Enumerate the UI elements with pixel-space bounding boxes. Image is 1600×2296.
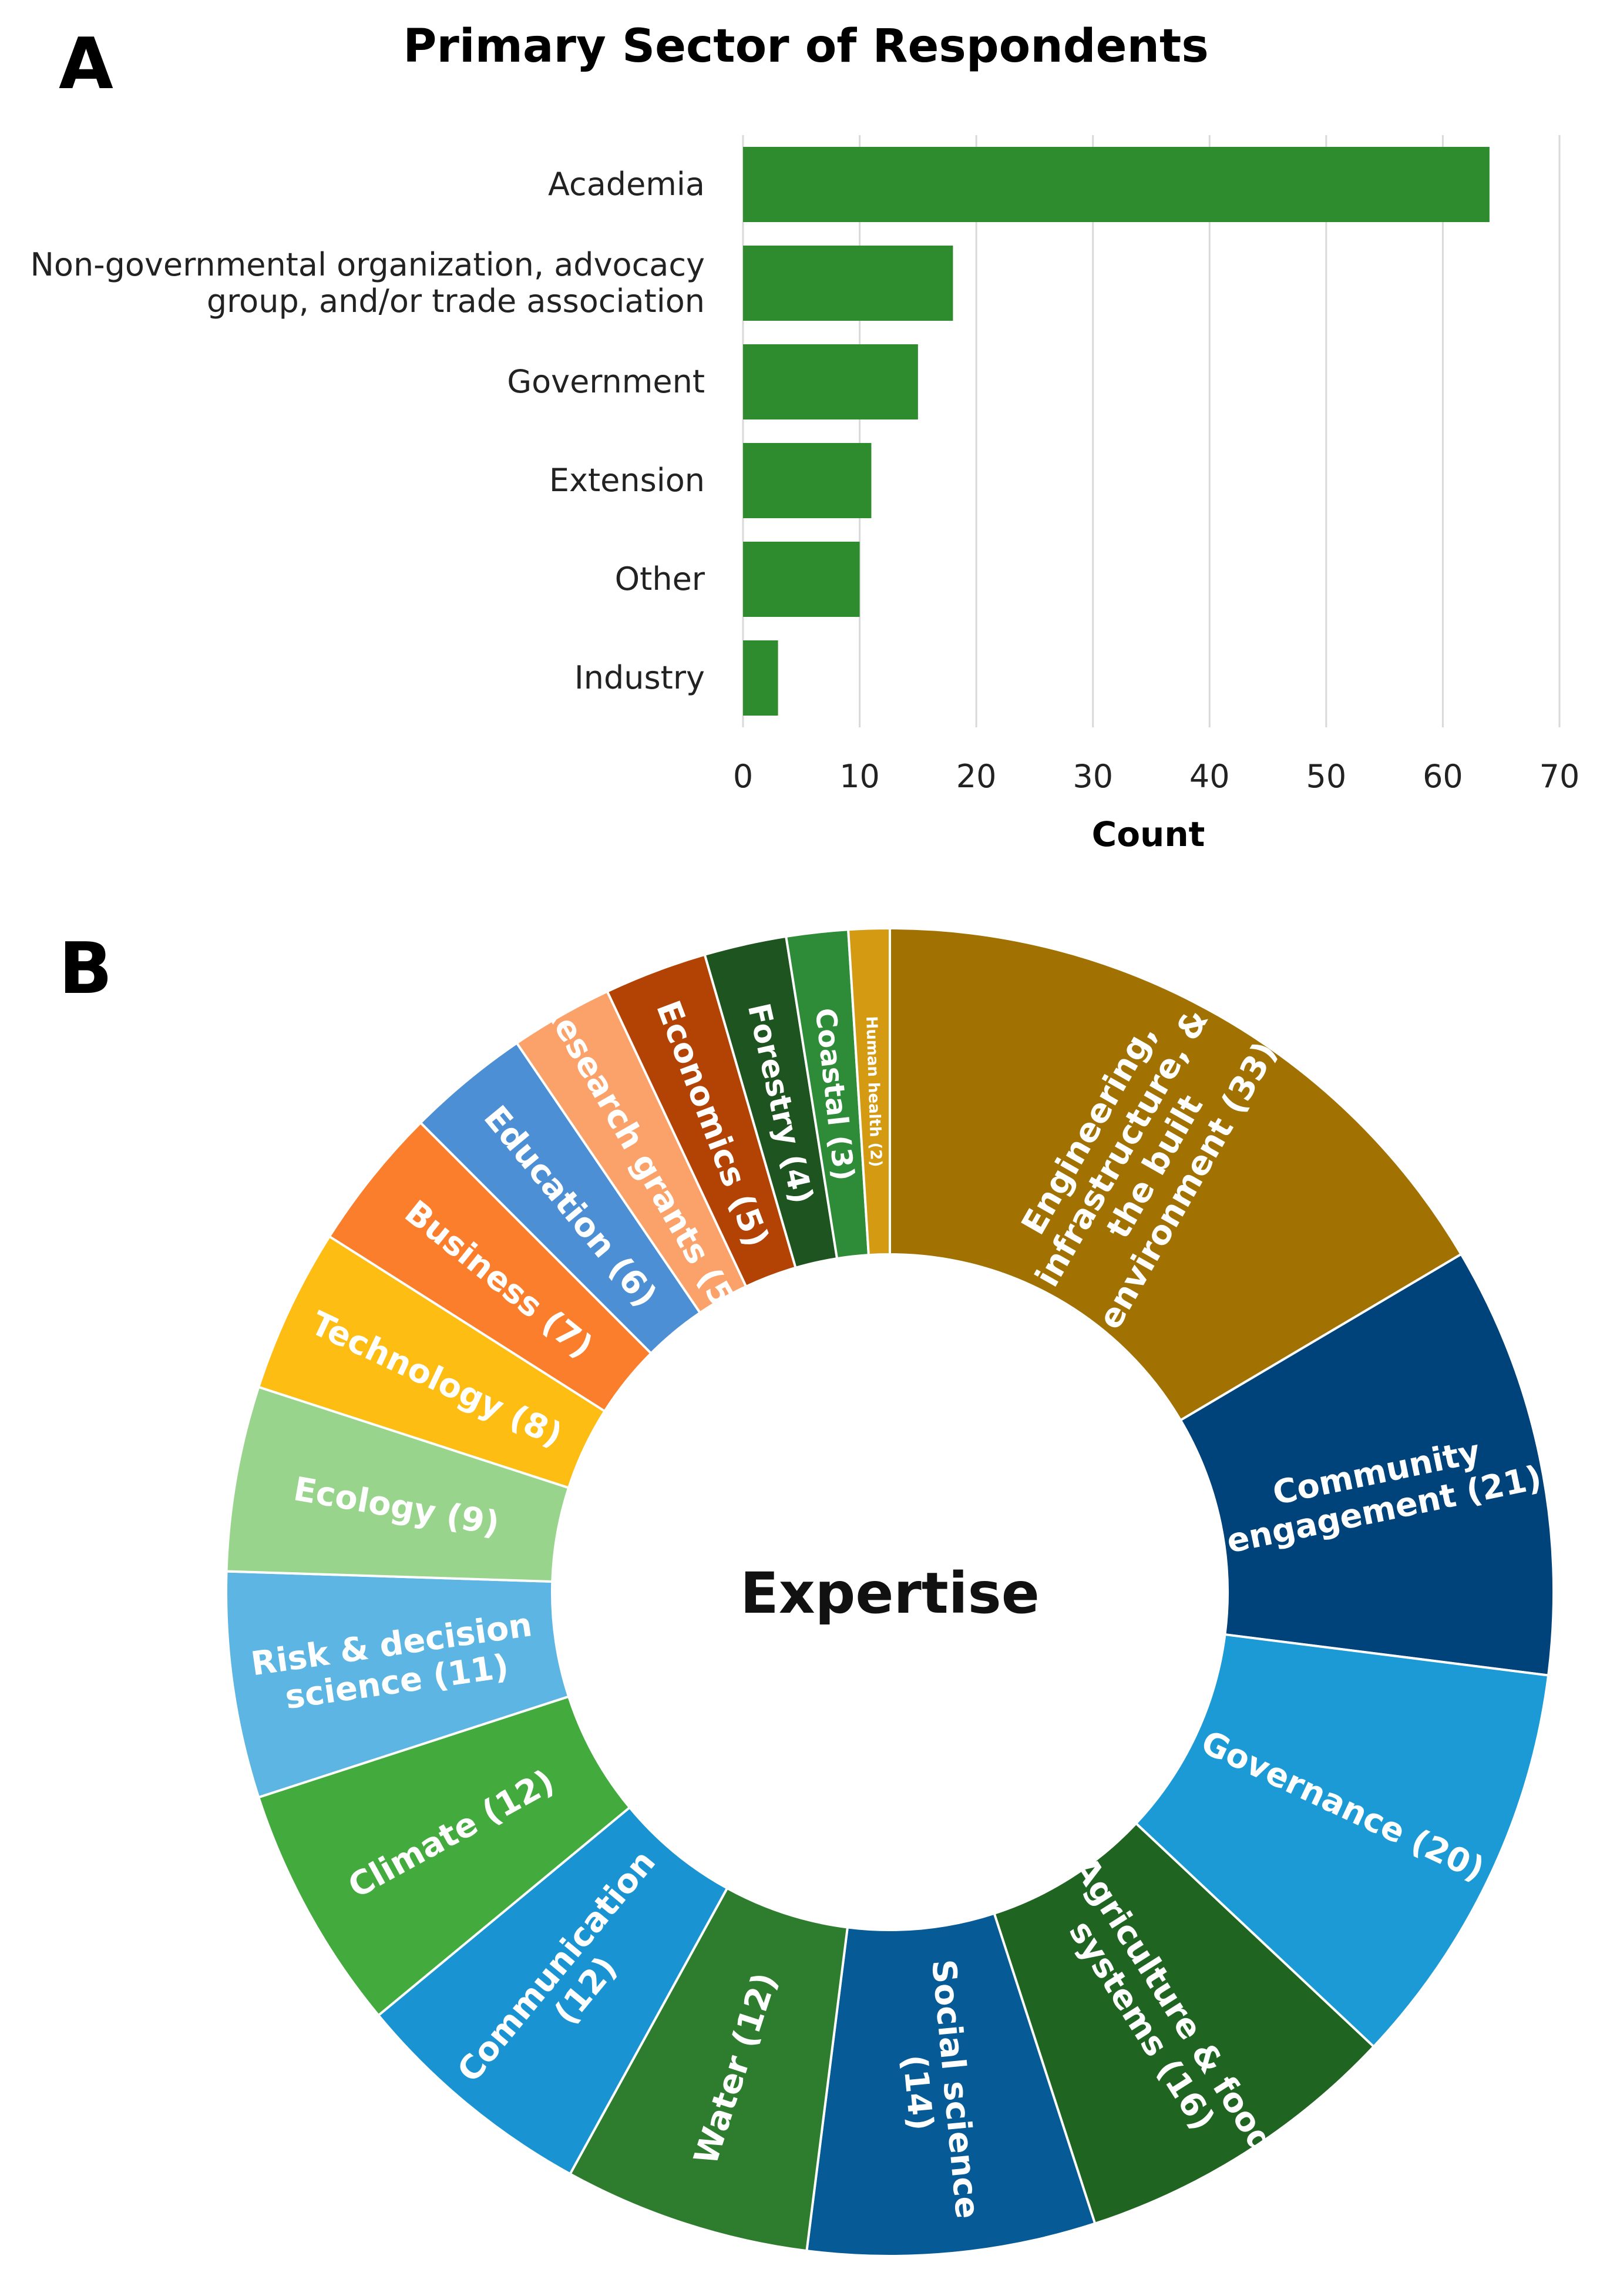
donut-slice [846,927,891,1257]
donut-slice [993,1821,1376,2225]
donut-slice [377,1805,729,2176]
donut-slice [1134,1633,1550,2049]
panel-a-letter: A [59,24,113,105]
x-tick-label: 30 [1073,758,1113,795]
donut-slice [1179,1253,1555,1677]
x-tick-label: 50 [1306,758,1346,795]
bar-chart-title: Primary Sector of Respondents [403,20,1209,73]
bar-category-label: Other [615,560,705,598]
donut-slice [805,1912,1097,2257]
donut-center-label: Expertise [740,1560,1040,1626]
bar-chart-bars [743,147,1490,716]
donut-chart-slices [225,927,1555,2257]
bar-chart-category-labels: Academia Non-governmental organization, a… [31,166,705,696]
x-tick-label: 20 [956,758,997,795]
bar [743,147,1490,222]
x-tick-label: 40 [1189,758,1230,795]
bar-category-label: Industry [574,659,705,696]
bar [743,344,918,419]
bar-category-label: Extension [549,462,705,499]
bar-category-label: Non-governmental organization, advocacy g… [31,246,705,320]
bar-chart-gridlines [742,135,1561,727]
donut-slice [257,1695,631,2018]
bar [743,542,860,617]
x-tick-label: 10 [839,758,880,795]
bar [743,246,953,321]
bar-category-label: Government [507,363,705,400]
bar-category-label: Academia [548,166,705,203]
x-tick-label: 70 [1540,758,1580,795]
bar-chart-x-ticks: 0 10 20 30 40 50 60 70 [733,758,1580,795]
bar [743,443,872,518]
x-tick-label: 60 [1423,758,1463,795]
bar [743,640,778,716]
panel-b-letter: B [59,928,112,1010]
donut-slice [568,1887,849,2253]
bar-chart-x-axis-title: Count [1092,814,1205,854]
x-tick-label: 0 [733,758,753,795]
donut-slice [889,927,1463,1422]
